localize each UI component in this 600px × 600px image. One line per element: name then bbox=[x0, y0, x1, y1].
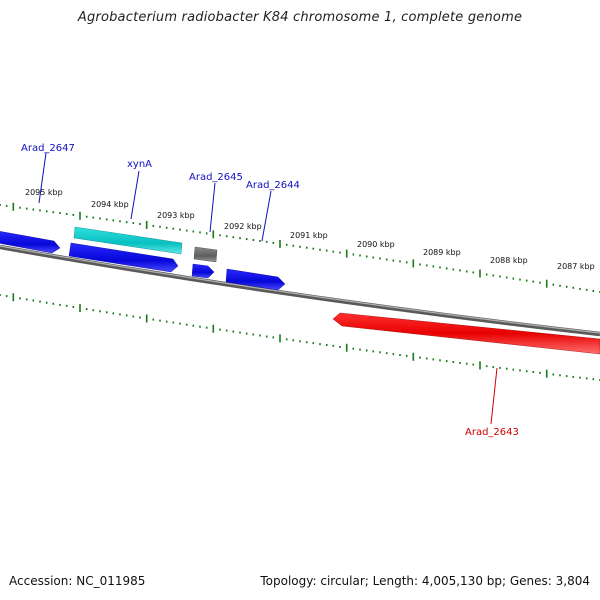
gene-label-arad-2644[interactable]: Arad_2644 bbox=[246, 180, 300, 191]
gene-label-arad-2647[interactable]: Arad_2647 bbox=[21, 143, 75, 154]
leader-arad-2644 bbox=[261, 190, 272, 242]
map-title: Agrobacterium radiobacter K84 chromosome… bbox=[77, 10, 523, 25]
gene-arrow-xyna-upper[interactable] bbox=[73, 226, 183, 255]
leader-arad-2645 bbox=[209, 182, 216, 233]
outer-tick-track bbox=[0, 202, 600, 293]
gene-arrow-arad-2645[interactable] bbox=[193, 246, 218, 263]
scale-labels: 2095 kbp 2094 kbp 2093 kbp 2092 kbp 2091… bbox=[25, 188, 595, 271]
gene-arrow-arad-2647[interactable] bbox=[0, 231, 61, 254]
scale-label-2090: 2090 kbp bbox=[357, 240, 395, 249]
accession-text: Accession: NC_011985 bbox=[9, 574, 146, 588]
gene-arrow-arad-2644[interactable] bbox=[225, 268, 286, 291]
gene-label-arad-2643[interactable]: Arad_2643 bbox=[465, 427, 519, 438]
scale-label-2089: 2089 kbp bbox=[423, 248, 461, 257]
inner-tick-track bbox=[0, 293, 600, 381]
gene-label-xyna[interactable]: xynA bbox=[127, 159, 152, 170]
scale-label-2092: 2092 kbp bbox=[224, 222, 262, 231]
leader-arad-2647 bbox=[38, 152, 47, 204]
scale-label-2095: 2095 kbp bbox=[25, 188, 63, 197]
scale-label-2093: 2093 kbp bbox=[157, 211, 195, 220]
label-leaders bbox=[38, 152, 272, 242]
leader-xyna bbox=[130, 170, 140, 220]
gene-arrow-arad-2643[interactable] bbox=[332, 312, 600, 355]
scale-label-2088: 2088 kbp bbox=[490, 256, 528, 265]
backbone-arc bbox=[0, 244, 600, 337]
backbone-highlight bbox=[0, 245, 600, 334]
scale-label-2087: 2087 kbp bbox=[557, 262, 595, 271]
gene-label-arad-2645[interactable]: Arad_2645 bbox=[189, 172, 243, 183]
gene-arrow-xyna-lower[interactable] bbox=[68, 242, 179, 273]
scale-label-2091: 2091 kbp bbox=[290, 231, 328, 240]
gene-arrow-arad-2645-lower[interactable] bbox=[191, 263, 215, 279]
leader-arad-2643 bbox=[490, 367, 498, 425]
scale-label-2094: 2094 kbp bbox=[91, 200, 129, 209]
genome-summary-text: Topology: circular; Length: 4,005,130 bp… bbox=[260, 574, 590, 588]
